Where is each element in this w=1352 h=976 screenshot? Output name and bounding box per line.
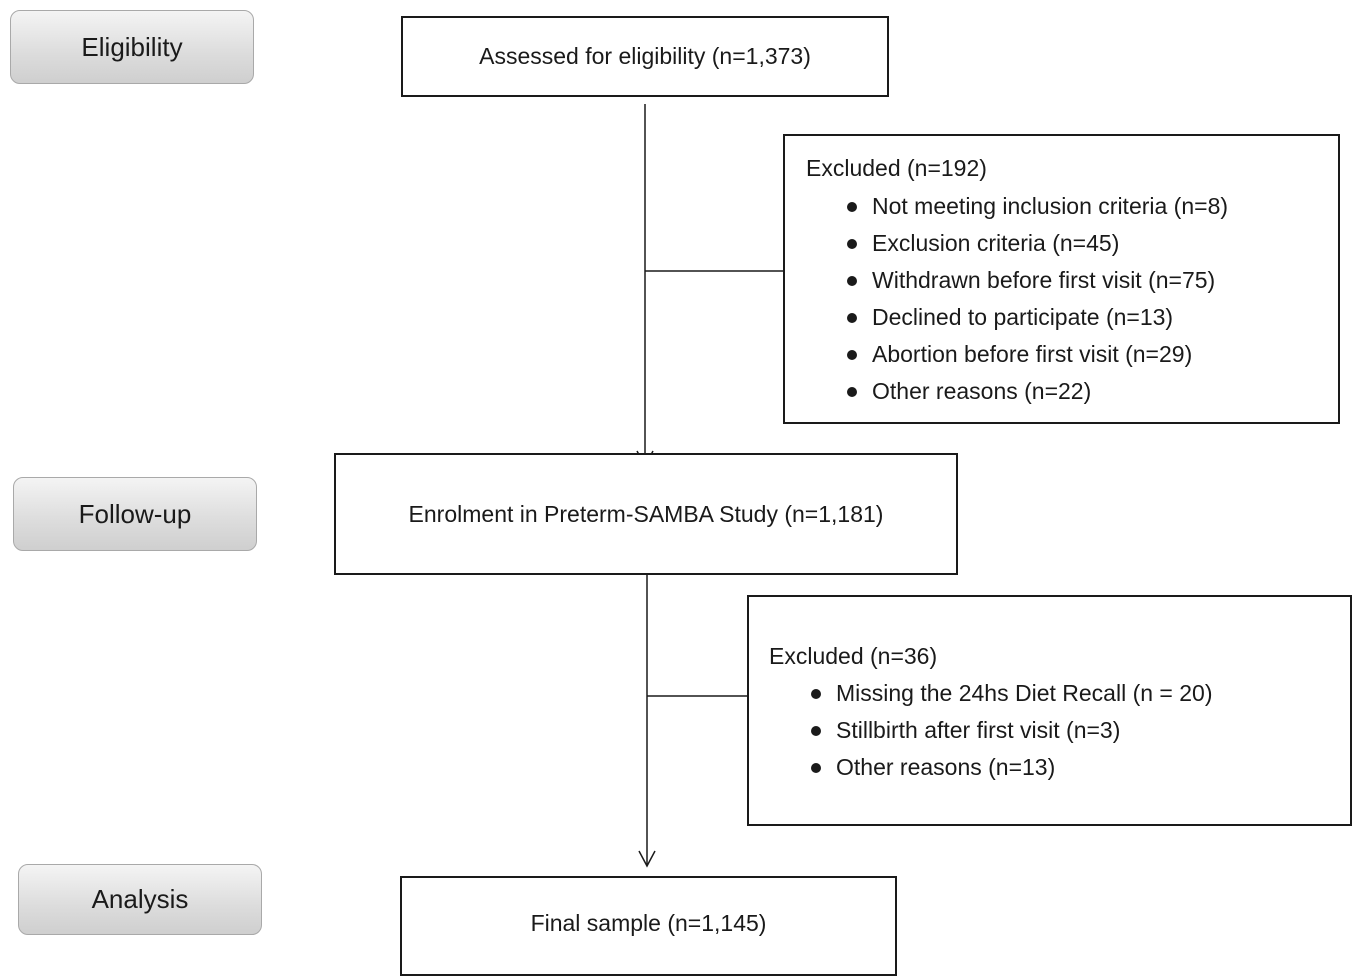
box-exclusions-2: Excluded (n=36) Missing the 24hs Diet Re… xyxy=(747,595,1352,826)
bullet-icon xyxy=(811,689,821,699)
exclusions-2-title: Excluded (n=36) xyxy=(769,643,938,669)
exclusions-2-list: Missing the 24hs Diet Recall (n = 20) St… xyxy=(808,675,1212,786)
box-final: Final sample (n=1,145) xyxy=(400,876,897,976)
list-item: Stillbirth after first visit (n=3) xyxy=(808,712,1212,749)
bullet-icon xyxy=(811,763,821,773)
list-item: Missing the 24hs Diet Recall (n = 20) xyxy=(808,675,1212,712)
stage-eligibility: Eligibility xyxy=(10,10,254,84)
list-item: Declined to participate (n=13) xyxy=(844,299,1228,336)
box-assessed-label: Assessed for eligibility (n=1,373) xyxy=(479,43,811,69)
stage-eligibility-label: Eligibility xyxy=(81,31,183,62)
arrowhead-final xyxy=(638,850,656,868)
list-item: Exclusion criteria (n=45) xyxy=(844,225,1228,262)
bullet-icon xyxy=(847,239,857,249)
box-enrolment-label: Enrolment in Preterm-SAMBA Study (n=1,18… xyxy=(408,500,884,527)
bullet-icon xyxy=(847,202,857,212)
stage-analysis-label: Analysis xyxy=(91,884,189,914)
bullet-icon xyxy=(847,313,857,323)
list-item: Abortion before first visit (n=29) xyxy=(844,336,1228,373)
list-item: Withdrawn before first visit (n=75) xyxy=(844,262,1228,299)
exclusions-1-title: Excluded (n=192) xyxy=(806,155,987,181)
bullet-icon xyxy=(811,726,821,736)
box-final-label: Final sample (n=1,145) xyxy=(530,910,767,936)
bullet-icon xyxy=(847,276,857,286)
stage-follow-up: Follow-up xyxy=(13,477,257,551)
list-item: Other reasons (n=22) xyxy=(844,373,1228,410)
bullet-icon xyxy=(847,350,857,360)
list-item: Not meeting inclusion criteria (n=8) xyxy=(844,188,1228,225)
exclusions-1-list: Not meeting inclusion criteria (n=8) Exc… xyxy=(844,188,1228,410)
stage-analysis: Analysis xyxy=(18,864,262,935)
box-exclusions-1: Excluded (n=192) Not meeting inclusion c… xyxy=(783,134,1340,424)
bullet-icon xyxy=(847,387,857,397)
stage-follow-up-label: Follow-up xyxy=(78,498,192,529)
list-item: Other reasons (n=13) xyxy=(808,749,1212,786)
box-enrolment: Enrolment in Preterm-SAMBA Study (n=1,18… xyxy=(334,453,958,575)
box-assessed: Assessed for eligibility (n=1,373) xyxy=(401,16,889,97)
